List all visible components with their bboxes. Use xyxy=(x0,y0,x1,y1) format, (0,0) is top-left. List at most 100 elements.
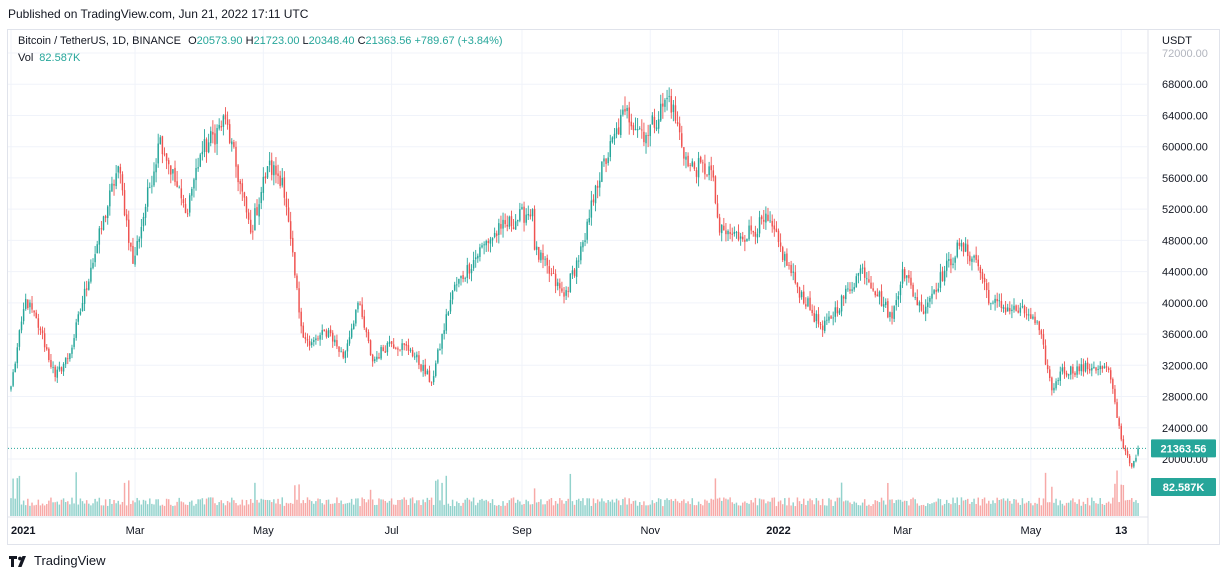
candle-body xyxy=(887,301,889,318)
volume-bar xyxy=(388,500,391,516)
volume-bar xyxy=(609,501,612,516)
volume-bar xyxy=(1086,497,1089,516)
volume-bar xyxy=(313,503,315,516)
candle-body xyxy=(441,333,443,349)
candle-body xyxy=(773,225,776,230)
volume-bar xyxy=(132,500,134,516)
candle-body xyxy=(1122,439,1125,449)
candle-body xyxy=(315,338,317,341)
volume-bar xyxy=(138,500,141,516)
y-tick-label: 68000.00 xyxy=(1162,79,1208,91)
candle-body xyxy=(969,255,971,262)
volume-bar xyxy=(969,503,971,516)
volume-bar xyxy=(241,499,244,516)
volume-bar xyxy=(182,502,185,516)
candle-body xyxy=(687,155,689,167)
candle-body xyxy=(88,281,90,290)
candle-body xyxy=(649,125,651,137)
candle-body xyxy=(416,354,418,358)
volume-bar xyxy=(458,503,460,516)
volume-bar xyxy=(594,503,597,516)
candle-body xyxy=(567,290,569,292)
candle-body xyxy=(872,288,874,291)
candle-body xyxy=(254,208,256,231)
volume-bar xyxy=(512,497,515,516)
volume-bar xyxy=(674,498,677,516)
candle-body xyxy=(847,288,849,290)
candle-body xyxy=(613,133,616,139)
candle-body xyxy=(247,212,250,220)
tradingview-logo[interactable]: TradingView xyxy=(9,553,106,568)
volume-bar xyxy=(535,502,538,516)
volume-bar xyxy=(668,500,670,516)
candle-body xyxy=(447,312,450,316)
candle-body xyxy=(1135,457,1137,462)
candle-body xyxy=(264,176,267,179)
volume-bar xyxy=(350,498,353,516)
candle-body xyxy=(796,282,799,288)
candle-body xyxy=(1133,461,1135,467)
x-tick-label: May xyxy=(1020,525,1041,537)
candle-body xyxy=(317,338,319,340)
volume-bar xyxy=(777,501,780,516)
volume-bar xyxy=(670,499,672,516)
volume-bar xyxy=(811,500,813,516)
volume-bar xyxy=(235,502,237,516)
candle-body xyxy=(287,207,290,222)
volume-bar xyxy=(1013,498,1015,516)
volume-bar xyxy=(69,504,71,516)
x-tick-label: Jul xyxy=(385,525,399,537)
candle-body xyxy=(1032,316,1034,319)
volume-bar xyxy=(1109,503,1112,516)
volume-bar xyxy=(596,499,599,516)
candle-body xyxy=(1019,307,1022,313)
candle-body xyxy=(1074,372,1076,375)
volume-bar xyxy=(369,489,372,516)
volume-bar xyxy=(657,498,660,516)
candle-body xyxy=(445,314,448,331)
candle-body xyxy=(380,347,382,359)
candle-body xyxy=(1027,314,1030,316)
volume-bar xyxy=(832,505,834,516)
volume-bar xyxy=(994,503,996,516)
volume-bar xyxy=(435,480,437,516)
volume-bar xyxy=(283,505,286,516)
x-tick-label: Nov xyxy=(640,525,660,537)
volume-bar xyxy=(380,499,382,516)
candle-body xyxy=(300,311,302,327)
candle-body xyxy=(195,167,197,181)
volume-bar xyxy=(922,504,925,516)
candle-body xyxy=(676,122,679,125)
candle-body xyxy=(193,179,195,189)
legend-ohlc: Bitcoin / TetherUS, 1D, BINANCE O20573.9… xyxy=(18,35,503,47)
candle-body xyxy=(620,114,622,135)
candle-body xyxy=(590,200,593,218)
volume-bar xyxy=(317,498,319,516)
volume-bar xyxy=(571,501,574,516)
volume-bar xyxy=(292,503,294,516)
volume-bar xyxy=(167,499,170,516)
volume-bar xyxy=(1124,500,1127,516)
candle-body xyxy=(809,297,811,311)
volume-bar xyxy=(1002,498,1005,516)
volume-bar xyxy=(723,497,725,516)
candle-body xyxy=(1025,314,1028,316)
candle-body xyxy=(1030,314,1032,319)
candle-body xyxy=(395,347,397,349)
volume-bar xyxy=(10,498,12,516)
candle-body xyxy=(723,225,725,231)
candle-body xyxy=(67,358,69,360)
candle-body xyxy=(641,129,643,131)
volume-bar xyxy=(967,498,969,516)
volume-bar xyxy=(952,497,954,516)
volume-bar xyxy=(384,500,387,516)
volume-bar xyxy=(1101,503,1104,516)
volume-bar xyxy=(54,502,56,516)
candle-body xyxy=(1017,310,1019,313)
volume-bar xyxy=(676,501,679,516)
volume-bar xyxy=(935,501,937,516)
candle-body xyxy=(689,165,691,166)
volume-bar xyxy=(866,505,868,516)
volume-bar xyxy=(247,504,250,516)
